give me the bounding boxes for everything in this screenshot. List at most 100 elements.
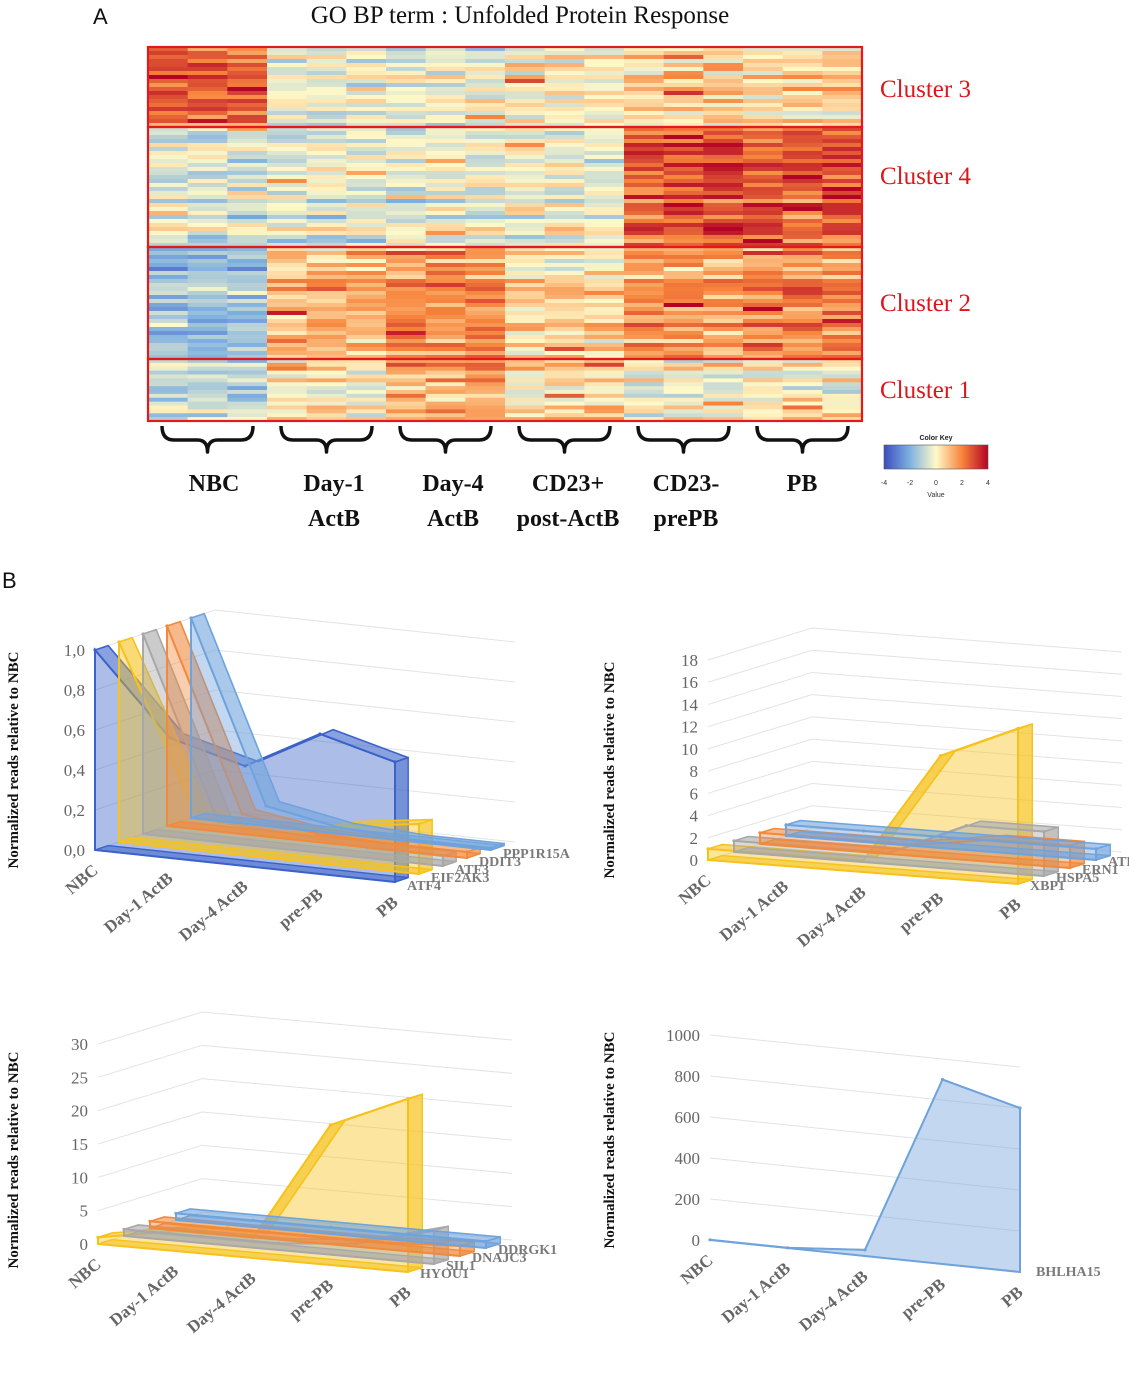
heatmap-cell <box>227 219 268 224</box>
heatmap-cell <box>425 295 466 300</box>
heatmap-cell <box>822 355 863 360</box>
heatmap-cell <box>663 123 704 128</box>
heatmap-cell <box>267 183 308 188</box>
heatmap-cell <box>187 87 228 92</box>
heatmap-cell <box>267 139 308 144</box>
heatmap-cell <box>465 362 506 368</box>
heatmap-cell <box>743 283 784 288</box>
data-point <box>706 847 710 851</box>
heatmap-cell <box>624 359 665 364</box>
heatmap-cell <box>306 143 347 148</box>
heatmap-cell <box>505 203 546 208</box>
heatmap-cell <box>187 275 228 280</box>
heatmap-cell <box>743 255 784 260</box>
heatmap-cell <box>743 335 784 340</box>
heatmap-cell <box>227 59 268 64</box>
heatmap-cell <box>703 390 744 395</box>
heatmap-cell <box>822 63 863 68</box>
heatmap-cell <box>148 397 189 403</box>
heatmap-cell <box>306 179 347 184</box>
heatmap-cell <box>346 111 387 116</box>
heatmap-cell <box>425 243 466 248</box>
heatmap-cell <box>703 199 744 204</box>
heatmap-cell <box>822 87 863 92</box>
heatmap-cell <box>624 327 665 332</box>
heatmap-cell <box>505 187 546 192</box>
heatmap-cell <box>386 123 427 128</box>
heatmap-cell <box>703 123 744 128</box>
y-tick-label: 30 <box>71 1035 88 1054</box>
heatmap-cell <box>306 247 347 252</box>
group-label-day1-sub: ActB <box>308 506 360 532</box>
heatmap-cell <box>743 362 784 368</box>
heatmap-cell <box>148 299 189 304</box>
y-axis-title: Normalized reads relative to NBC <box>6 1052 22 1269</box>
heatmap-cell <box>663 171 704 176</box>
heatmap-cell <box>148 303 189 308</box>
heatmap-cell <box>703 75 744 80</box>
heatmap-cell <box>663 223 704 228</box>
heatmap-cell <box>425 131 466 136</box>
heatmap-cell <box>544 219 585 224</box>
heatmap-cell <box>425 83 466 88</box>
heatmap-cell <box>584 211 625 216</box>
heatmap-cell <box>187 207 228 212</box>
series-ppp1r15a: PPP1R15A <box>189 612 571 862</box>
heatmap-cell <box>148 223 189 228</box>
group-label-day1: Day-1 <box>303 471 364 497</box>
heatmap-cell <box>663 417 704 422</box>
heatmap-cell <box>822 231 863 236</box>
heatmap-cell <box>743 303 784 308</box>
heatmap-cell <box>663 211 704 216</box>
heatmap-cell <box>584 370 625 375</box>
heatmap-cell <box>703 401 744 406</box>
heatmap-cell <box>148 279 189 284</box>
heatmap-cell <box>346 55 387 60</box>
heatmap-cell <box>822 51 863 56</box>
heatmap-cell <box>743 55 784 60</box>
heatmap-cell <box>386 287 427 292</box>
heatmap-cell <box>267 191 308 196</box>
heatmap-cell <box>822 259 863 264</box>
heatmap-cell <box>267 199 308 204</box>
heatmap-cell <box>148 187 189 192</box>
heatmap-cell <box>267 131 308 136</box>
heatmap-cell <box>346 115 387 120</box>
heatmap-cell <box>346 123 387 128</box>
heatmap-cell <box>187 319 228 324</box>
series-bhlha15: BHLHA15 <box>708 1077 1101 1280</box>
heatmap-cell <box>465 167 506 172</box>
heatmap-cell <box>782 255 823 260</box>
heatmap-cell <box>148 127 189 132</box>
heatmap-cell <box>703 393 744 399</box>
heatmap-cell <box>782 151 823 156</box>
heatmap-cell <box>306 319 347 324</box>
heatmap-cell <box>306 167 347 172</box>
heatmap-cell <box>743 79 784 84</box>
heatmap-cell <box>346 139 387 144</box>
heatmap-cell <box>187 51 228 56</box>
heatmap-cell <box>465 382 506 387</box>
heatmap-cell <box>346 323 387 328</box>
data-point <box>117 640 121 644</box>
heatmap-cell <box>663 359 704 364</box>
data-point <box>189 616 193 620</box>
heatmap-cell <box>544 251 585 256</box>
heatmap-cell <box>743 59 784 64</box>
heatmap-cell <box>148 203 189 208</box>
heatmap-cell <box>743 155 784 160</box>
heatmap-cell <box>703 175 744 180</box>
heatmap-cell <box>386 291 427 296</box>
heatmap-cell <box>425 275 466 280</box>
heatmap-cell <box>227 47 268 52</box>
x-tick-label: Day-1 ActB <box>718 1259 794 1327</box>
heatmap-cell <box>544 291 585 296</box>
heatmap-cell <box>187 111 228 116</box>
heatmap-cell <box>505 223 546 228</box>
heatmap-cell <box>346 127 387 132</box>
y-tick-label: 5 <box>80 1202 89 1221</box>
heatmap-cell <box>227 183 268 188</box>
heatmap-cell <box>505 339 546 344</box>
heatmap-cell <box>465 355 506 360</box>
heatmap-cell <box>822 397 863 403</box>
